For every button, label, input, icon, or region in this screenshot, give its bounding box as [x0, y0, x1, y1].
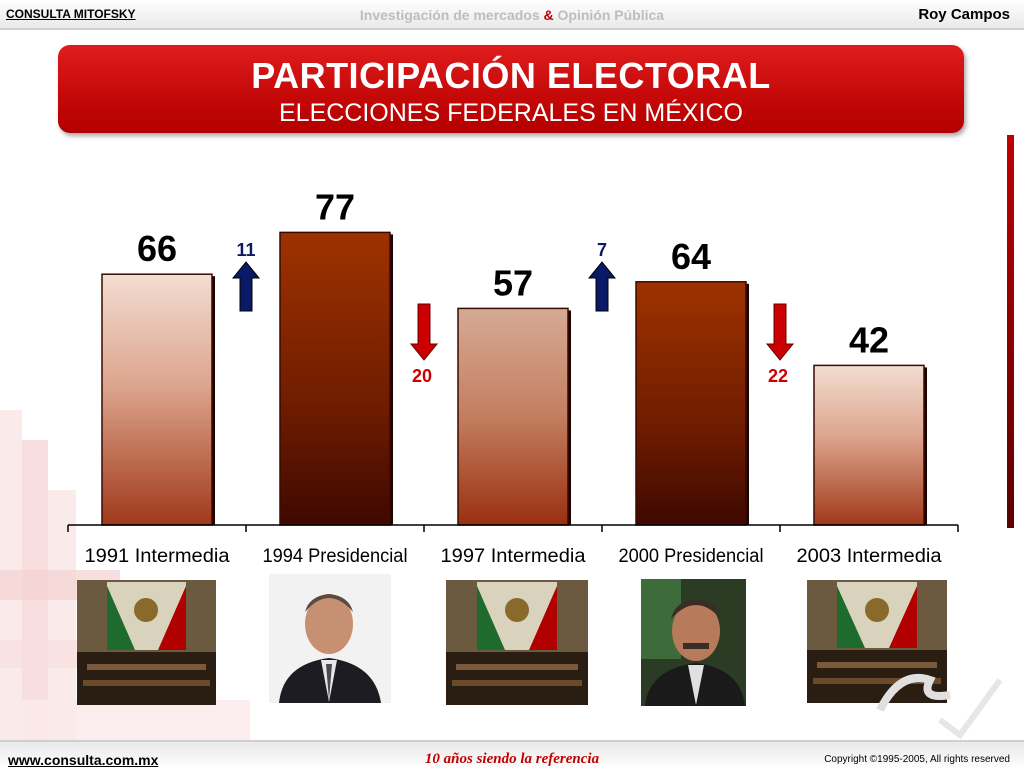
author-name: Roy Campos [918, 6, 1010, 23]
chamber-photo-1991 [77, 580, 216, 705]
chamber-photo-2003 [807, 580, 947, 703]
chart-title: PARTICIPACIÓN ELECTORAL [251, 55, 771, 96]
president-photo-2000 [641, 579, 746, 706]
bar [101, 273, 213, 526]
change-label: 7 [597, 240, 607, 260]
x-tick-label: 2003 Intermedia [797, 546, 942, 567]
top-bar: CONSULTA MITOFSKY Investigación de merca… [0, 0, 1024, 30]
copyright: Copyright ©1995-2005, All rights reserve… [824, 754, 1010, 765]
down-arrow-icon [765, 303, 795, 361]
president-photo-1994 [269, 574, 391, 703]
chart-subtitle: ELECCIONES FEDERALES EN MÉXICO [278, 99, 743, 127]
change-label: 11 [236, 240, 255, 260]
tagline: Investigación de mercados & Opinión Públ… [0, 7, 1024, 23]
up-arrow-icon [231, 261, 261, 312]
x-tick-label: 1991 Intermedia [85, 546, 230, 567]
tagline-part1: Investigación de mercados [359, 7, 544, 23]
bar [279, 231, 391, 526]
bar-value-label: 57 [493, 262, 533, 303]
change-label: 20 [412, 366, 432, 386]
watermark-logo [876, 674, 1003, 740]
brand-link[interactable]: CONSULTA MITOFSKY [6, 7, 136, 21]
title-box: PARTICIPACIÓN ELECTORAL ELECCIONES FEDER… [58, 45, 964, 133]
bar-value-label: 77 [315, 186, 355, 227]
bar [635, 281, 747, 526]
tagline-ampersand: & [543, 7, 554, 23]
x-tick-label: 1994 Presidencial [263, 546, 408, 567]
x-tick-label: 1997 Intermedia [441, 546, 586, 567]
tagline-part2: Opinión Pública [553, 7, 665, 23]
down-arrow-icon [409, 303, 439, 361]
change-label: 22 [768, 366, 788, 386]
bar [457, 307, 569, 526]
motto: 10 años siendo la referencia [424, 751, 600, 767]
chamber-photo-1997 [446, 580, 588, 705]
bar-value-label: 66 [137, 228, 177, 269]
up-arrow-icon [587, 261, 617, 312]
bar-value-label: 64 [671, 236, 711, 277]
website-link[interactable]: www.consulta.com.mx [8, 752, 159, 768]
bar-value-label: 42 [849, 319, 889, 360]
bottom-bar: www.consulta.com.mx 10 años siendo la re… [0, 740, 1024, 770]
bar [813, 364, 925, 526]
right-accent-bar [1007, 135, 1014, 528]
x-tick-label: 2000 Presidencial [619, 546, 764, 567]
